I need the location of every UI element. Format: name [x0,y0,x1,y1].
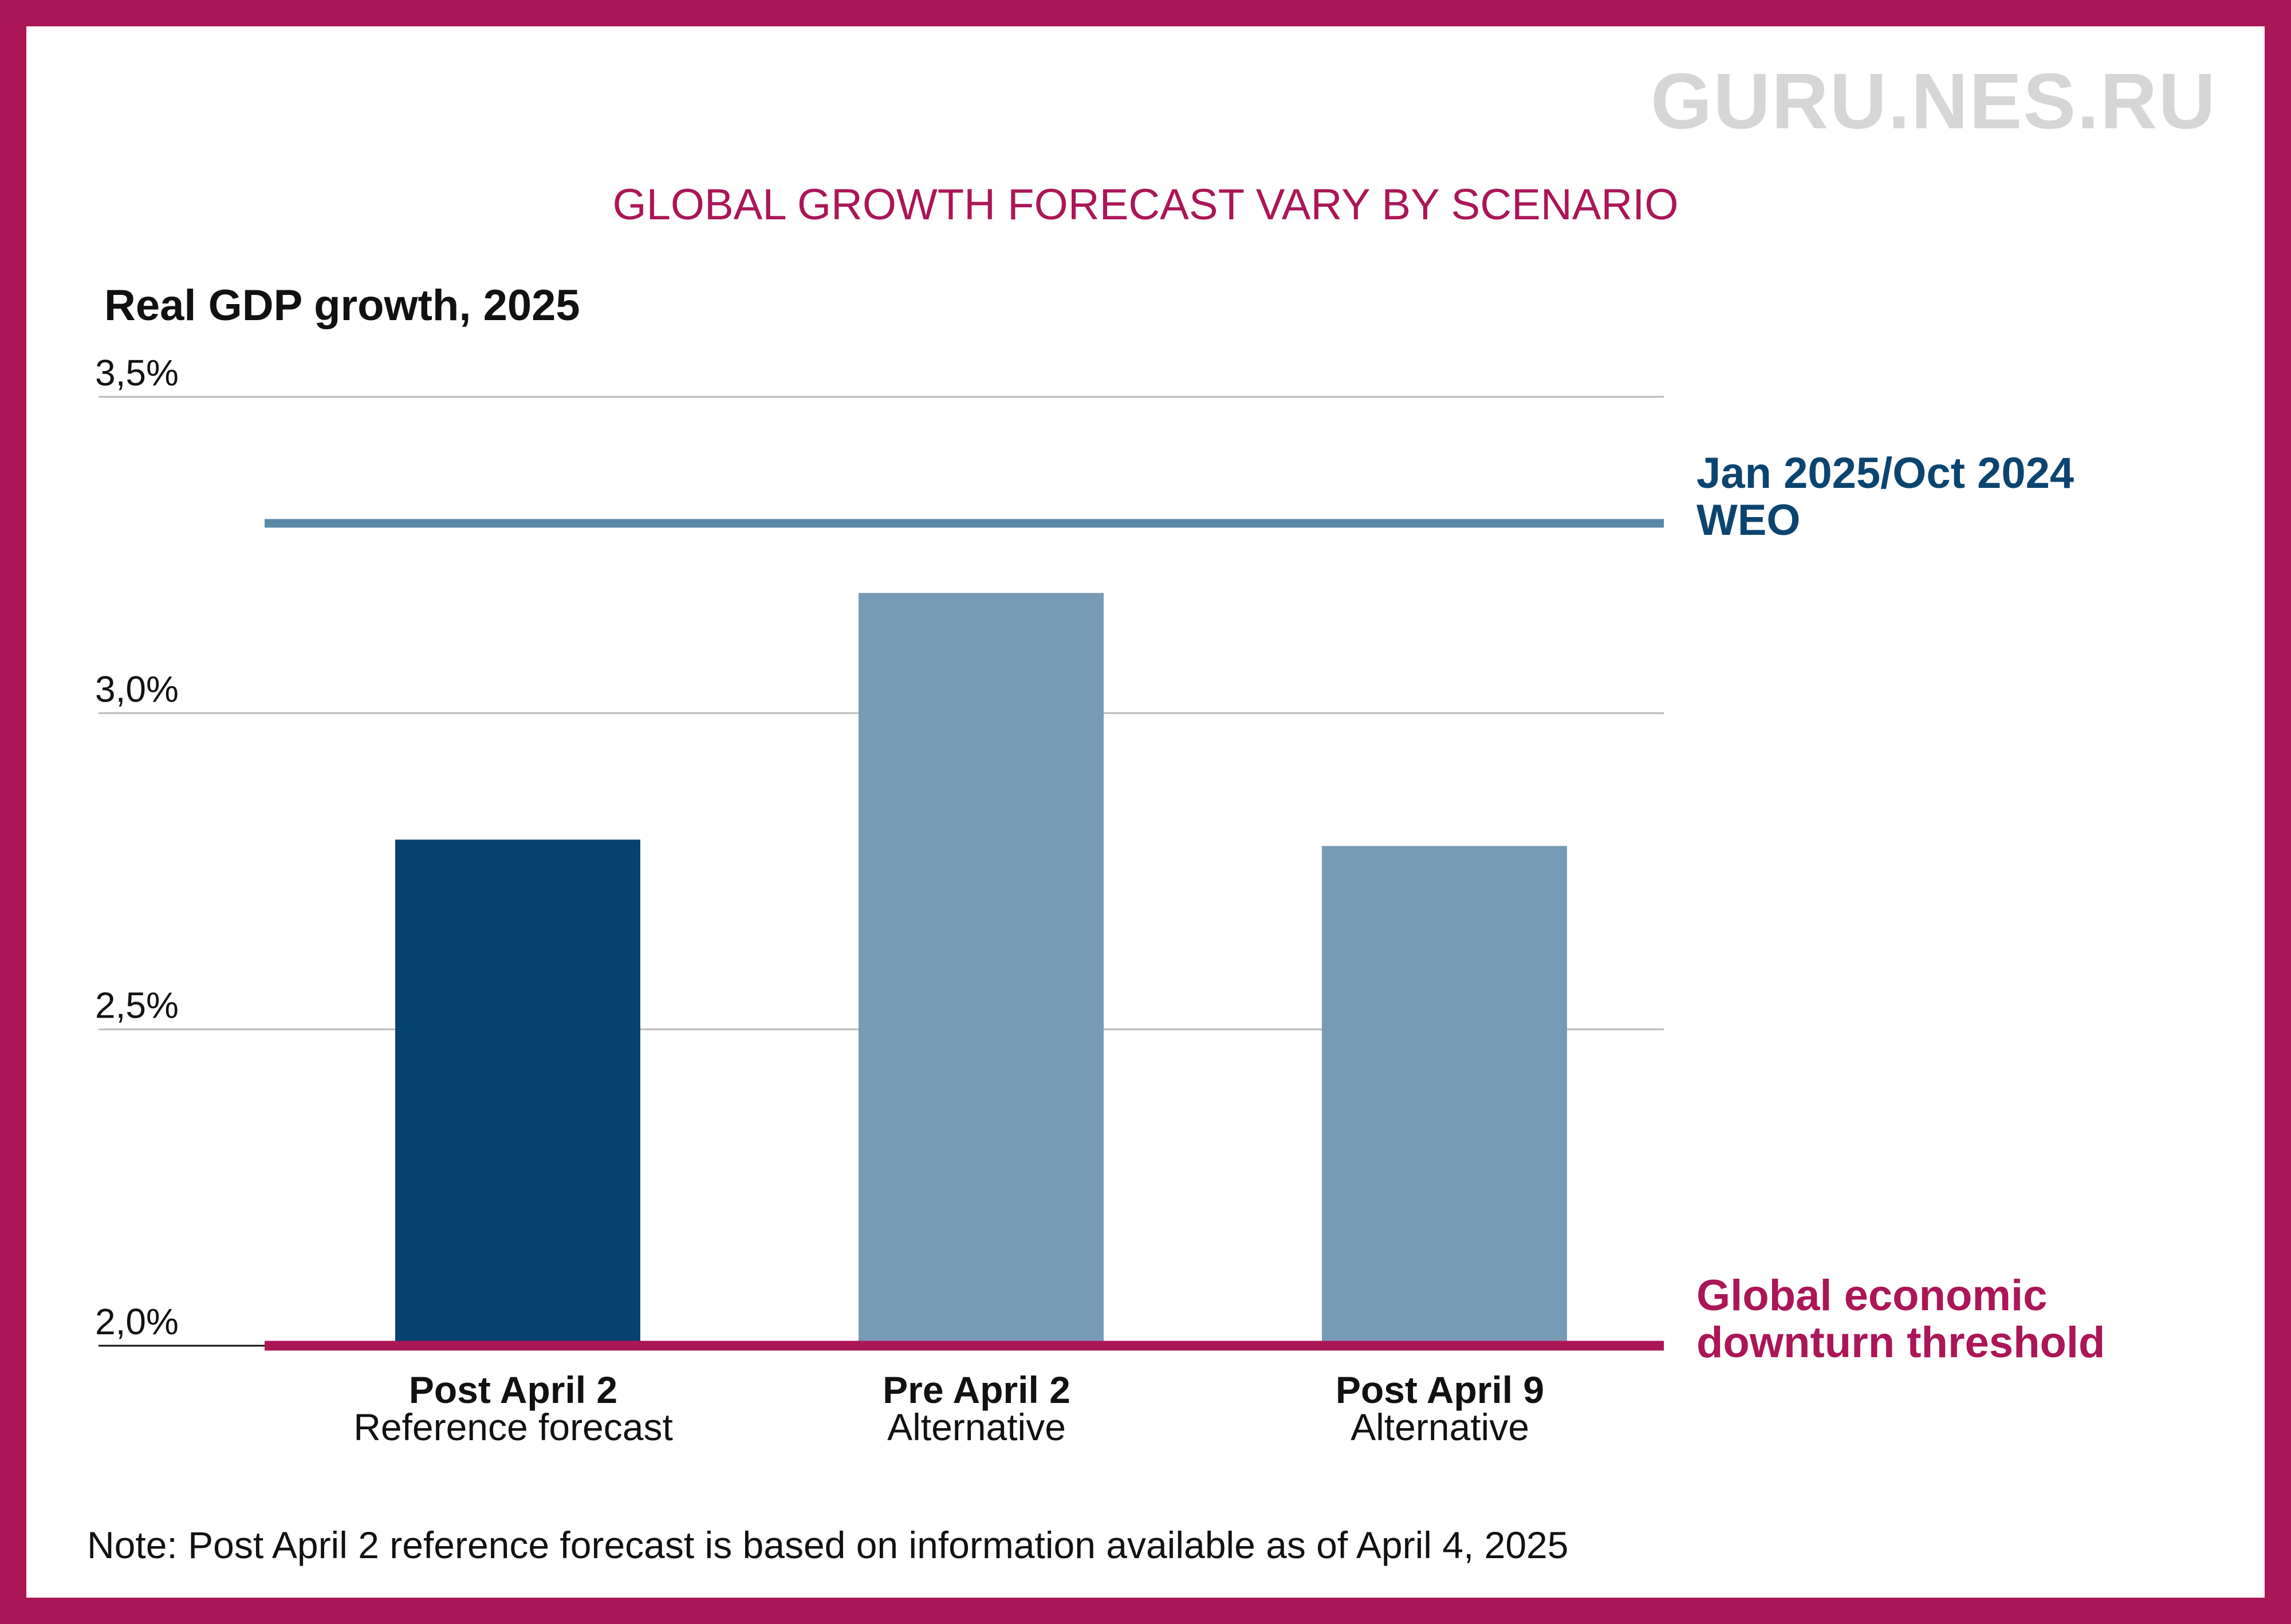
x-category-sublabel: Reference forecast [353,1406,673,1448]
x-category-label: Pre April 2 [883,1369,1070,1411]
bar-3 [1322,846,1567,1346]
x-category-sublabel: Alternative [1351,1406,1529,1448]
y-axis-title: Real GDP growth, 2025 [104,281,580,330]
bar-2 [859,593,1104,1346]
watermark: GURU.NES.RU [1650,57,2217,145]
threshold-label: Global economic downturn threshold [1696,1271,2105,1367]
x-category-sublabel: Alternative [887,1406,1066,1448]
chart-title: GLOBAL GROWTH FORECAST VARY BY SCENARIO [612,180,1679,229]
bar-1 [395,839,640,1346]
y-tick-label: 3,5% [95,352,179,393]
x-category-label: Post April 2 [409,1369,617,1411]
footnote: Note: Post April 2 reference forecast is… [87,1524,1569,1566]
y-tick-label: 2,0% [95,1301,179,1342]
y-tick-label: 3,0% [95,668,179,709]
x-category-label: Post April 9 [1336,1369,1544,1411]
y-tick-label: 2,5% [95,985,179,1026]
weo-label: Jan 2025/Oct 2024 WEO [1696,449,2074,545]
